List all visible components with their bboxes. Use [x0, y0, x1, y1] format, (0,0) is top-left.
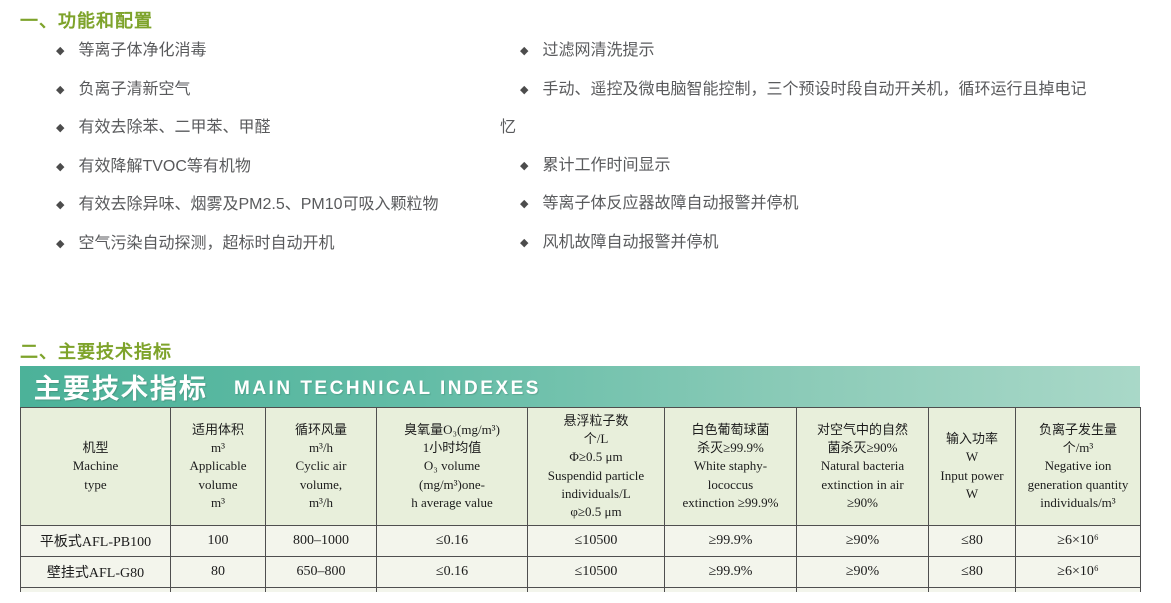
technical-indexes-table: 机型 Machine type 适用体积 m³ Applicable volum…: [20, 407, 1141, 592]
diamond-bullet-icon: ◆: [56, 237, 65, 250]
section2-title: 二、主要技术指标: [20, 342, 172, 362]
list-item: ◆ 过滤网清洗提示: [500, 32, 1100, 71]
column-header-ozone-volume: 臭氧量O₃(mg/m³) 1小时均值 O₃ volume (mg/m³)one-…: [376, 407, 528, 526]
cell-volume: 80: [170, 556, 266, 588]
column-header-staphylococcus-extinction: 白色葡萄球菌 杀灭≥99.9% White staphy- lococcus e…: [664, 407, 797, 526]
diamond-bullet-icon: ◆: [56, 45, 65, 57]
column-header-applicable-volume: 适用体积 m³ Applicable volume m³: [170, 407, 266, 526]
table-row: 壁挂式AFL-G80 80 650–800 ≤0.16 ≤10500 ≥99.9…: [20, 556, 1141, 588]
feature-text: 等离子体净化消毒: [78, 42, 207, 59]
cell-staph: ≥99.9%: [664, 556, 797, 588]
feature-text: 等离子体反应器故障自动报警并停机: [542, 195, 799, 212]
column-header-cyclic-air-volume: 循环风量 m³/h Cyclic air volume, m³/h: [265, 407, 377, 526]
cell-airflow: 800–1000: [265, 525, 377, 557]
table-header-row: 机型 Machine type 适用体积 m³ Applicable volum…: [20, 407, 1141, 526]
table-row-cut-off: [20, 587, 1141, 592]
cell-model: 平板式AFL-PB100: [20, 525, 171, 557]
diamond-bullet-icon: ◆: [56, 199, 65, 211]
list-item: ◆ 等离子体净化消毒: [36, 32, 496, 71]
feature-text: 过滤网清洗提示: [542, 42, 655, 59]
cell-particles: ≤10500: [527, 525, 665, 557]
cell-volume: 100: [170, 525, 266, 557]
diamond-bullet-icon: ◆: [520, 159, 529, 172]
column-header-suspended-particles: 悬浮粒子数 个/L Φ≥0.5 μm Suspendid particle in…: [527, 407, 665, 526]
cell-bacteria: ≥90%: [796, 556, 929, 588]
list-item: ◆ 等离子体反应器故障自动报警并停机: [500, 185, 1100, 224]
diamond-bullet-icon: ◆: [520, 236, 529, 249]
cell-power: ≤80: [928, 556, 1016, 588]
list-item: ◆ 有效降解TVOC等有机物: [36, 148, 496, 187]
column-header-negative-ion-quantity: 负离子发生量 个/m³ Negative ion generation quan…: [1015, 407, 1141, 526]
diamond-bullet-icon: ◆: [56, 83, 65, 96]
cell-ion: ≥6×10⁶: [1015, 525, 1141, 557]
feature-text: 累计工作时间显示: [542, 156, 671, 174]
diamond-bullet-icon: ◆: [520, 83, 529, 96]
cell-bacteria: ≥90%: [796, 525, 929, 557]
diamond-bullet-icon: ◆: [520, 198, 529, 210]
feature-text: 有效降解TVOC等有机物: [78, 157, 251, 175]
list-item: ◆ 有效去除苯、二甲苯、甲醛: [36, 109, 496, 148]
diamond-bullet-icon: ◆: [520, 45, 529, 57]
column-header-natural-bacteria-extinction: 对空气中的自然 菌杀灭≥90% Natural bacteria extinct…: [796, 407, 929, 526]
cell-power: ≤80: [928, 525, 1016, 557]
feature-text: 手动、遥控及微电脑智能控制，三个预设时段自动开关机，循环运行且掉电记忆: [500, 80, 1087, 137]
feature-text: 空气污染自动探测，超标时自动开机: [78, 234, 335, 252]
feature-text: 有效去除苯、二甲苯、甲醛: [78, 119, 271, 136]
feature-list-right: ◆ 过滤网清洗提示 ◆ 手动、遥控及微电脑智能控制，三个预设时段自动开关机，循环运行…: [500, 32, 1100, 262]
list-item: ◆ 累计工作时间显示: [500, 147, 1100, 186]
cell-ozone: ≤0.16: [376, 556, 528, 588]
diamond-bullet-icon: ◆: [56, 160, 65, 173]
list-item: ◆ 风机故障自动报警并停机: [500, 224, 1100, 263]
column-header-input-power: 输入功率 W Input power W: [928, 407, 1016, 526]
banner-title-english: MAIN TECHNICAL INDEXES: [234, 377, 541, 399]
feature-text: 负离子清新空气: [78, 80, 191, 98]
list-item: ◆ 负离子清新空气: [36, 71, 496, 110]
column-header-machine-type: 机型 Machine type: [20, 407, 171, 526]
cell-particles: ≤10500: [527, 556, 665, 588]
cell-staph: ≥99.9%: [664, 525, 797, 557]
list-item: ◆ 空气污染自动探测，超标时自动开机: [36, 225, 496, 264]
cell-model: 壁挂式AFL-G80: [20, 556, 171, 588]
section1-title: 一、功能和配置: [20, 11, 153, 31]
feature-text: 风机故障自动报警并停机: [542, 233, 719, 251]
banner-title-chinese: 主要技术指标: [34, 374, 208, 404]
feature-text: 有效去除异味、烟雾及PM2.5、PM10可吸入颗粒物: [78, 196, 439, 213]
cell-ozone: ≤0.16: [376, 525, 528, 557]
table-row: 平板式AFL-PB100 100 800–1000 ≤0.16 ≤10500 ≥…: [20, 525, 1141, 557]
table-title-banner: 主要技术指标 MAIN TECHNICAL INDEXES: [20, 366, 1140, 407]
feature-list-left: ◆ 等离子体净化消毒 ◆ 负离子清新空气 ◆ 有效去除苯、二甲苯、甲醛 ◆ 有效降解TV…: [36, 32, 496, 263]
cell-airflow: 650–800: [265, 556, 377, 588]
diamond-bullet-icon: ◆: [56, 122, 65, 134]
cell-ion: ≥6×10⁶: [1015, 556, 1141, 588]
list-item: ◆ 有效去除异味、烟雾及PM2.5、PM10可吸入颗粒物: [36, 186, 496, 225]
list-item: ◆ 手动、遥控及微电脑智能控制，三个预设时段自动开关机，循环运行且掉电记忆: [500, 71, 1100, 147]
